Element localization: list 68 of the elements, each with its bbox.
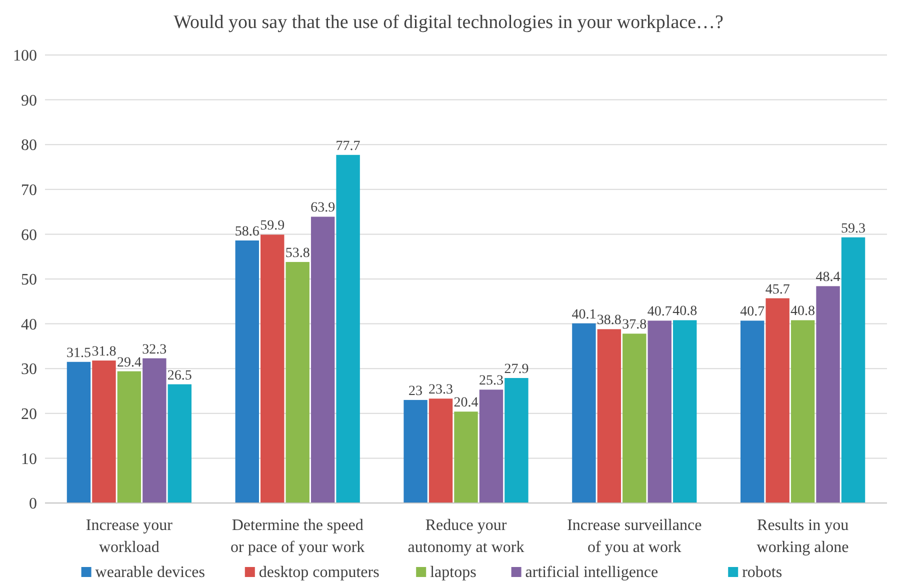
bar [286,262,310,503]
data-label: 27.9 [504,362,529,378]
data-label: 37.8 [622,318,647,333]
data-label: 40.7 [740,304,765,320]
bar [142,358,166,503]
y-tick-label: 0 [29,496,37,513]
bar [672,320,697,503]
data-label: 23 [408,384,423,399]
bar [597,329,622,503]
data-label: 23.3 [428,382,454,398]
y-tick-label: 30 [21,361,37,378]
data-label: 40.8 [672,304,698,320]
data-label: 58.6 [234,224,260,240]
legend-label: artificial intelligence [525,564,658,581]
bar [454,412,478,503]
x-tick-label: Increase surveillance of you at work [567,517,702,556]
data-label: 59.3 [841,221,866,236]
data-label: 59.9 [260,218,285,234]
bar [816,286,840,503]
legend-label: robots [742,564,782,581]
data-label: 77.7 [336,138,360,154]
y-tick-label: 40 [21,316,37,334]
chart-title: Would you say that the use of digital technologies in your workplace…? [174,12,724,33]
legend-label: wearable devices [95,564,206,581]
bar [648,320,672,503]
bar [428,398,453,503]
data-label: 31.5 [66,346,91,361]
y-tick-label: 10 [21,450,37,468]
y-tick-label: 90 [21,92,37,110]
data-label: 25.3 [478,374,504,389]
y-tick-label: 50 [21,272,37,289]
bar [66,362,91,503]
data-label: 38.8 [596,313,622,328]
bar [92,360,116,503]
data-label: 53.8 [285,246,310,261]
bar [766,298,790,503]
bar [622,334,646,503]
data-label: 29.4 [116,355,142,370]
data-label: 31.8 [92,344,116,360]
y-tick-label: 70 [21,182,37,199]
bar [310,216,335,503]
bar [841,237,866,503]
y-tick-label: 100 [13,48,37,65]
data-label: 20.4 [454,396,478,411]
bar [479,390,504,503]
bar [404,400,428,503]
data-label: 45.7 [765,282,790,298]
y-tick-label: 60 [21,226,37,244]
legend-label: desktop computers [258,564,380,581]
data-label: 40.1 [572,307,596,322]
bar [168,384,192,503]
data-label: 26.5 [167,368,192,384]
y-tick-label: 80 [21,137,37,154]
y-tick-label: 20 [21,406,37,423]
bar [572,323,596,503]
bar [504,378,528,503]
data-label: 63.9 [310,200,336,216]
bar [336,154,360,503]
data-label: 32.3 [142,342,167,358]
data-label: 48.4 [816,270,840,286]
bar [117,371,142,503]
bar [235,240,260,503]
legend-label: laptops [430,564,476,581]
data-label: 40.7 [647,304,672,320]
bar [790,320,815,503]
data-label: 40.8 [790,304,816,320]
bar [260,234,284,503]
bar [740,320,764,503]
